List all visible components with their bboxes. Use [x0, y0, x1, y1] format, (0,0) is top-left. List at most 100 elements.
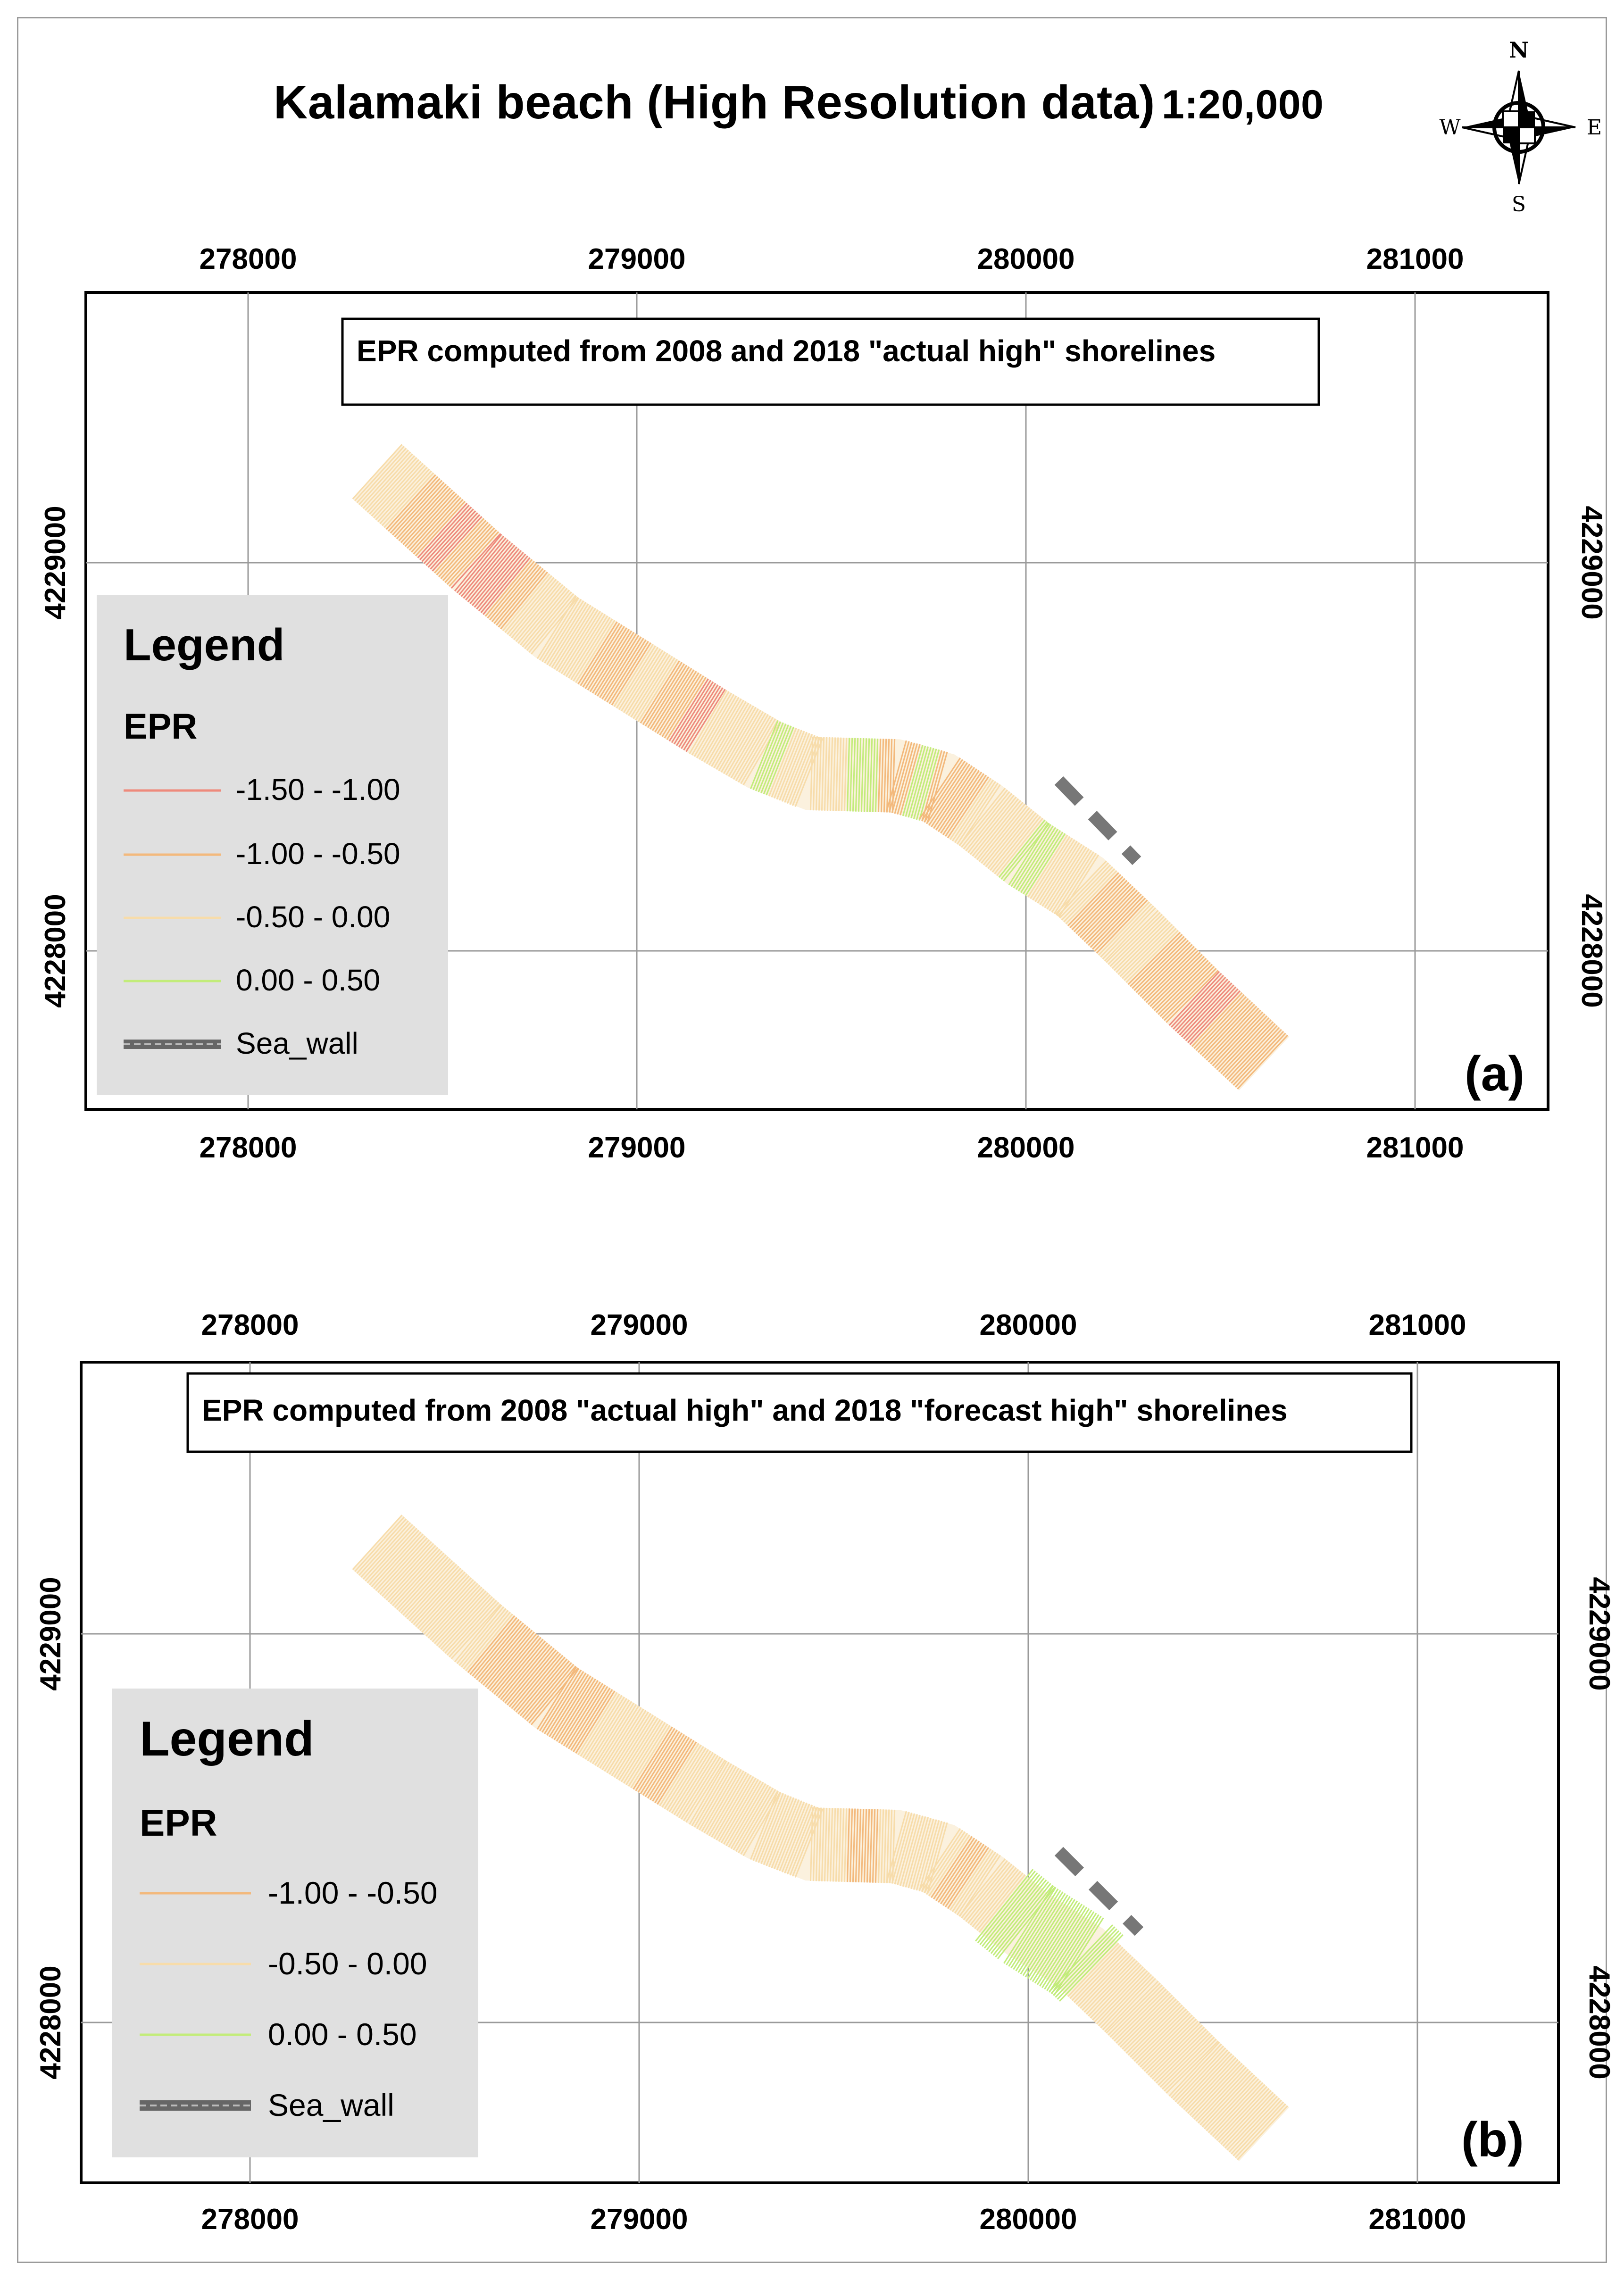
shore-a-transect-142 — [676, 682, 716, 746]
shore-b-transect-331 — [1127, 2002, 1181, 2056]
shore-b-transect-275 — [1008, 1888, 1059, 1967]
shore-b-transect-126 — [637, 1729, 678, 1793]
shore-a-transect-315 — [1096, 899, 1148, 954]
shore-b-transect-23 — [400, 1558, 451, 1614]
shore-a-transect-163 — [728, 712, 766, 777]
shore-a-transect-147 — [689, 690, 727, 754]
shore-a-transect-194 — [826, 737, 831, 811]
shore-a-transect-26 — [407, 493, 458, 549]
shore-b-transect-254 — [963, 1862, 1010, 1921]
shore-a-transect-205 — [858, 738, 862, 812]
shore-a-transect-283 — [1032, 838, 1073, 901]
shore-b-transect-80 — [524, 1662, 572, 1720]
shore-a-transect-110 — [599, 635, 640, 698]
shore-a-transect-55 — [469, 546, 517, 604]
shore-a-transect-344 — [1153, 957, 1207, 1011]
shore-a-transect-136 — [661, 674, 702, 737]
panel-b-xtick-bottom-4: 281000 — [1369, 2203, 1466, 2236]
shore-a-transect-161 — [723, 709, 762, 774]
shore-a-transect-98 — [570, 616, 611, 680]
shore-b-transect-5 — [362, 1524, 413, 1580]
shore-b-transect-328 — [1122, 1997, 1175, 2050]
shore-a-transect-301 — [1067, 872, 1119, 927]
shore-b-transect-190 — [815, 1807, 819, 1881]
shore-b-transect-3 — [358, 1520, 409, 1576]
shore-a-transect-202 — [849, 738, 853, 812]
shore-a-transect-46 — [449, 531, 500, 587]
shore-b-transect-157 — [713, 1774, 752, 1839]
shore-a-transect-170 — [750, 720, 779, 790]
panel-b-xtick-top-1: 278000 — [201, 1309, 299, 1341]
shore-a-transect-277 — [1017, 828, 1059, 892]
shore-b-transect-261 — [978, 1874, 1026, 1933]
shore-a-transect-156 — [711, 702, 750, 767]
panel-a-transects — [352, 444, 1290, 1091]
shore-a-transect-162 — [725, 711, 764, 776]
shore-a-transect-226 — [908, 746, 929, 818]
shore-a-transect-275 — [1013, 825, 1054, 889]
shore-a-transect-345 — [1156, 960, 1209, 1013]
shore-a-transect-337 — [1140, 944, 1193, 997]
shore-b-transect-169 — [742, 1791, 781, 1856]
shore-b-transect-109 — [597, 1704, 637, 1767]
shore-b-transect-145 — [683, 1758, 724, 1822]
shore-a-transect-176 — [766, 726, 795, 796]
shore-a-transect-169 — [742, 721, 781, 786]
shore-b-transect-370 — [1208, 2078, 1259, 2133]
shore-a-transect-222 — [897, 743, 918, 815]
shore-a-transect-333 — [1132, 936, 1185, 989]
shore-a-transect-355 — [1177, 979, 1228, 1034]
shore-b-transect-31 — [417, 1573, 468, 1629]
shore-a-transect-3 — [358, 449, 409, 505]
shore-b-transect-365 — [1198, 2069, 1249, 2124]
shore-a-transect-119 — [620, 648, 661, 712]
shore-b-transect-277 — [1013, 1891, 1064, 1970]
panel-b-xtick-bottom-2: 279000 — [591, 2203, 688, 2236]
shore-a-transect-15 — [383, 472, 434, 528]
shore-a-transect-268 — [994, 815, 1041, 874]
shore-a-transect-235 — [921, 759, 964, 821]
shore-b-transect-210 — [872, 1809, 876, 1883]
compass-e: E — [1587, 116, 1602, 140]
shore-b-transect-334 — [1133, 2008, 1187, 2062]
shore-a-transect-368 — [1204, 1004, 1255, 1059]
panel-b-sea-wall — [1054, 1847, 1144, 1936]
shore-b-transect-53 — [465, 1613, 513, 1672]
shore-b-transect-46 — [449, 1602, 500, 1658]
shore-b-transect-16 — [385, 1545, 436, 1601]
shore-a-transect-113 — [606, 639, 647, 703]
shore-b-transect-327 — [1119, 1994, 1173, 2048]
shore-a-transect-323 — [1111, 915, 1165, 969]
shore-a-transect-190 — [815, 737, 819, 811]
shore-b-transect-342 — [1149, 2024, 1203, 2078]
shore-a-transect-330 — [1125, 930, 1179, 983]
shore-b-transect-6 — [365, 1526, 416, 1582]
shore-a-transect-321 — [1108, 912, 1161, 965]
shore-b-transect-88 — [546, 1673, 587, 1736]
shore-b-transect-247 — [949, 1848, 992, 1911]
shore-b-transect-24 — [402, 1560, 453, 1616]
shore-b-transect-154 — [706, 1770, 744, 1835]
shore-b-transect-79 — [522, 1660, 570, 1718]
shore-b-transect-332 — [1130, 2005, 1183, 2058]
shore-b-transect-112 — [604, 1708, 644, 1772]
shore-b-transect-9 — [371, 1531, 422, 1588]
shore-a-transect-292 — [1053, 851, 1095, 915]
shore-b-transect-147 — [689, 1760, 727, 1825]
shore-a-transect-264 — [985, 808, 1033, 867]
shore-a-transect-346 — [1158, 962, 1211, 1015]
shore-a-transect-314 — [1094, 897, 1146, 952]
shore-b-transect-119 — [620, 1719, 661, 1782]
shore-b-transect-278 — [1015, 1893, 1066, 1972]
shore-a-transect-246 — [947, 776, 990, 839]
shore-a-transect-280 — [1025, 833, 1066, 896]
shore-a-transect-310 — [1086, 890, 1138, 944]
shore-a-transect-128 — [642, 662, 683, 725]
shore-b-transect-343 — [1151, 2026, 1205, 2080]
shore-b-transect-314 — [1094, 1968, 1146, 2022]
shore-b-transect-300 — [1059, 1934, 1124, 2002]
shore-a-transect-165 — [733, 715, 771, 780]
shore-a-transect-380 — [1228, 1027, 1280, 1082]
shore-b-transect-309 — [1083, 1958, 1136, 2013]
shore-a-transect-33 — [421, 506, 472, 562]
